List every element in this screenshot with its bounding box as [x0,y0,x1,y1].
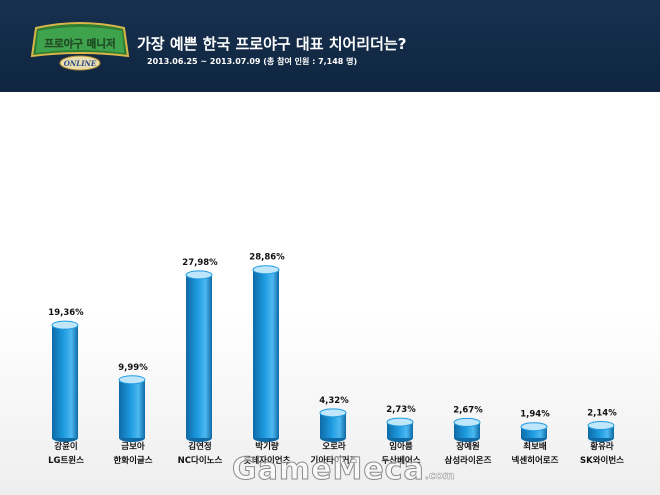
logo-text-bottom: ONLINE [64,59,97,68]
bar-top [453,417,481,427]
data-label: 2,14% [587,409,617,419]
bar-top [520,422,548,432]
survey-period: 2013.06.25 ~ 2013.07.09 (총 참여 인원 : 7,148… [147,57,358,66]
x-tick-label-team: 삼성라이온즈 [445,455,492,466]
x-tick-label-team: SK와이번스 [580,455,624,466]
watermark-suffix: .com [424,469,455,483]
page-title: 가장 예쁜 한국 프로야구 대표 치어리더는? [137,35,407,53]
data-label: 4,32% [319,396,349,406]
x-tick-label-name: 장예원 [456,441,480,452]
watermark: GameMeca.com [232,452,455,488]
data-label: 1,94% [520,410,550,420]
bar-top [319,408,347,418]
x-tick-label-name: 오로라 [322,441,346,452]
x-tick-label-name: 최보배 [523,441,547,452]
x-tick-label-name: 박기량 [255,441,279,452]
bar [186,274,212,438]
x-tick-label-name: 금보아 [121,441,145,452]
x-tick-label-team: 한화이글스 [113,455,152,466]
header-banner: 프로야구 매니저 ONLINE 가장 예쁜 한국 프로야구 대표 치어리더는? … [0,0,660,92]
bar-top [252,265,280,275]
bar-top [587,421,615,431]
x-tick-label-team: 넥센히어로즈 [512,455,559,466]
x-tick-label-name: 황유라 [590,441,614,452]
logo-text-top: 프로야구 매니저 [44,37,115,50]
x-tick-label-team: LG트윈스 [48,455,84,466]
bar [521,426,547,438]
x-tick-label-name: 임아름 [389,441,413,452]
game-logo: 프로야구 매니저 ONLINE [30,22,130,71]
bar [119,379,145,438]
data-label: 2,67% [453,405,483,415]
bar-top [185,270,213,280]
data-label: 2,73% [386,405,416,415]
watermark-text: GameMeca [232,452,425,488]
data-label: 27,98% [182,258,218,268]
bar [52,325,78,438]
bar-top [118,375,146,385]
bar [253,269,279,438]
data-label: 28,86% [249,253,285,263]
data-label: 19,36% [48,308,84,318]
x-tick-label-team: 롯데자이언츠 [244,455,291,466]
x-tick-label-team: 기아타이거즈 [311,455,358,466]
x-tick-label-name: 강윤이 [54,441,77,452]
x-tick-label-name: 김연정 [188,441,211,452]
x-tick-label-team: NC다이노스 [178,455,223,466]
bar-top [386,417,414,427]
data-label: 9,99% [118,363,148,373]
x-tick-label-team: 두산베어스 [381,455,420,466]
bar-top [51,320,79,330]
